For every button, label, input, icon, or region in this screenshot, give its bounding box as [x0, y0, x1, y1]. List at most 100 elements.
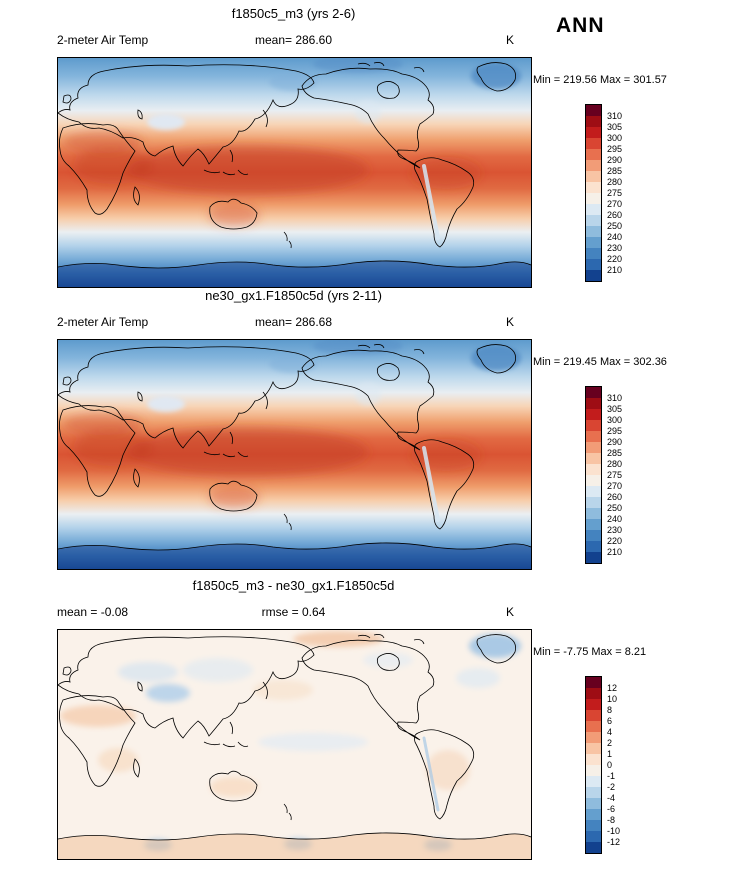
colorbar-cell	[586, 420, 601, 431]
world-map-svg	[58, 58, 531, 287]
colorbar-tick-label: -2	[607, 782, 616, 792]
units-label: K	[505, 315, 514, 329]
temperature-map-model2	[57, 339, 532, 570]
colorbar-tick-label: 0	[607, 760, 613, 770]
panel-model2: ne30_gx1.F1850c5d (yrs 2-11) 2-meter Air…	[0, 288, 733, 578]
colorbar-tick-label: 275	[607, 188, 623, 198]
colorbar-cell	[586, 127, 601, 138]
colorbar-cell	[586, 453, 601, 464]
colorbar-tick-label: 250	[607, 503, 623, 513]
colorbar-cell	[586, 160, 601, 171]
colorbar-cell	[586, 743, 601, 754]
colorbar-tick-label: 270	[607, 199, 623, 209]
colorbar-cell	[586, 699, 601, 710]
colorbar-tick-label: -10	[607, 826, 621, 836]
colorbar-cell	[586, 171, 601, 182]
panel1-title: f1850c5_m3 (yrs 2-6)	[231, 6, 356, 21]
colorbar-tick-label: 210	[607, 547, 623, 557]
colorbar-cell	[586, 138, 601, 149]
colorbar-tick-label: 220	[607, 536, 623, 546]
colorbar-tick-label: 310	[607, 393, 623, 403]
colorbar-cell	[586, 732, 601, 743]
colorbar-tick-label: 300	[607, 133, 623, 143]
colorbar-cell	[586, 237, 601, 248]
coastlines	[58, 344, 531, 551]
colorbar-cell	[586, 530, 601, 541]
colorbar-temperature: 310 305 300 295 290 285 280 275 270 260 250 240 230 2…	[585, 104, 655, 284]
variable-label: 2-meter Air Temp	[57, 315, 149, 329]
units-label: K	[505, 605, 514, 619]
colorbar-tick-label: 275	[607, 470, 623, 480]
panel-model1: f1850c5_m3 (yrs 2-6) 2-meter Air Temp me…	[0, 6, 733, 296]
colorbar-difference: 12 10 8 6 4 2 1 0 -1 -2 -4 -6 -8 -10 -12	[585, 676, 655, 856]
panel1-stats-row: 2-meter Air Temp mean= 286.60 K	[57, 33, 530, 47]
world-map-svg	[58, 630, 531, 859]
colorbar-scale	[585, 676, 602, 854]
colorbar-tick-label: 295	[607, 426, 623, 436]
colorbar-cell	[586, 248, 601, 259]
colorbar-tick-label: -4	[607, 793, 616, 803]
mean-label: mean = -0.08	[57, 605, 129, 619]
colorbar-cell	[586, 552, 601, 563]
colorbar-cell	[586, 464, 601, 475]
colorbar-tick-label: 240	[607, 232, 623, 242]
colorbar-tick-label: 6	[607, 716, 613, 726]
andes-cool-strip	[422, 446, 440, 522]
coastlines	[58, 62, 531, 269]
colorbar-cell	[586, 842, 601, 853]
colorbar-cell	[586, 776, 601, 787]
colorbar-cell	[586, 688, 601, 699]
colorbar-tick-label: 10	[607, 694, 618, 704]
colorbar-cell	[586, 116, 601, 127]
colorbar-tick-label: 8	[607, 705, 613, 715]
units-label: K	[505, 33, 514, 47]
colorbar-tick-label: 310	[607, 111, 623, 121]
mean-label: mean= 286.68	[254, 315, 333, 329]
colorbar-cell	[586, 182, 601, 193]
colorbar-cell	[586, 270, 601, 281]
colorbar-tick-label: 220	[607, 254, 623, 264]
colorbar-tick-label: 305	[607, 122, 623, 132]
minmax-label: Min = -7.75 Max = 8.21	[533, 646, 647, 658]
colorbar-cell	[586, 149, 601, 160]
colorbar-cell	[586, 787, 601, 798]
colorbar-tick-label: 280	[607, 177, 623, 187]
colorbar-tick-label: 4	[607, 727, 613, 737]
colorbar-cell	[586, 710, 601, 721]
colorbar-tick-label: 280	[607, 459, 623, 469]
colorbar-cell	[586, 475, 601, 486]
colorbar-tick-label: 230	[607, 525, 623, 535]
world-map-svg	[58, 340, 531, 569]
colorbar-cell	[586, 754, 601, 765]
panel3-title: f1850c5_m3 - ne30_gx1.F1850c5d	[192, 578, 395, 593]
coastlines	[58, 634, 531, 841]
difference-map	[57, 629, 532, 860]
colorbar-scale	[585, 386, 602, 564]
rmse-label: rmse = 0.64	[261, 605, 326, 619]
colorbar-tick-label: 285	[607, 448, 623, 458]
colorbar-cell	[586, 497, 601, 508]
colorbar-tick-label: 240	[607, 514, 623, 524]
colorbar-cell	[586, 431, 601, 442]
colorbar-tick-label: 1	[607, 749, 613, 759]
panel2-stats-row: 2-meter Air Temp mean= 286.68 K	[57, 315, 530, 329]
colorbar-tick-label: 285	[607, 166, 623, 176]
colorbar-cell	[586, 677, 601, 688]
panel-difference: f1850c5_m3 - ne30_gx1.F1850c5d mean = -0…	[0, 578, 733, 868]
andes-cool-strip	[422, 736, 440, 812]
colorbar-cell	[586, 226, 601, 237]
colorbar-cell	[586, 820, 601, 831]
colorbar-cell	[586, 215, 601, 226]
panel3-stats-row: mean = -0.08 rmse = 0.64 K	[57, 605, 530, 619]
colorbar-tick-label: 230	[607, 243, 623, 253]
andes-cool-strip	[422, 164, 440, 240]
colorbar-cell	[586, 398, 601, 409]
variable-label: 2-meter Air Temp	[57, 33, 149, 47]
colorbar-tick-label: 295	[607, 144, 623, 154]
colorbar-tick-label: 260	[607, 210, 623, 220]
colorbar-cell	[586, 193, 601, 204]
colorbar-cell	[586, 798, 601, 809]
colorbar-tick-label: 305	[607, 404, 623, 414]
colorbar-tick-label: -8	[607, 815, 616, 825]
colorbar-tick-label: 12	[607, 683, 618, 693]
